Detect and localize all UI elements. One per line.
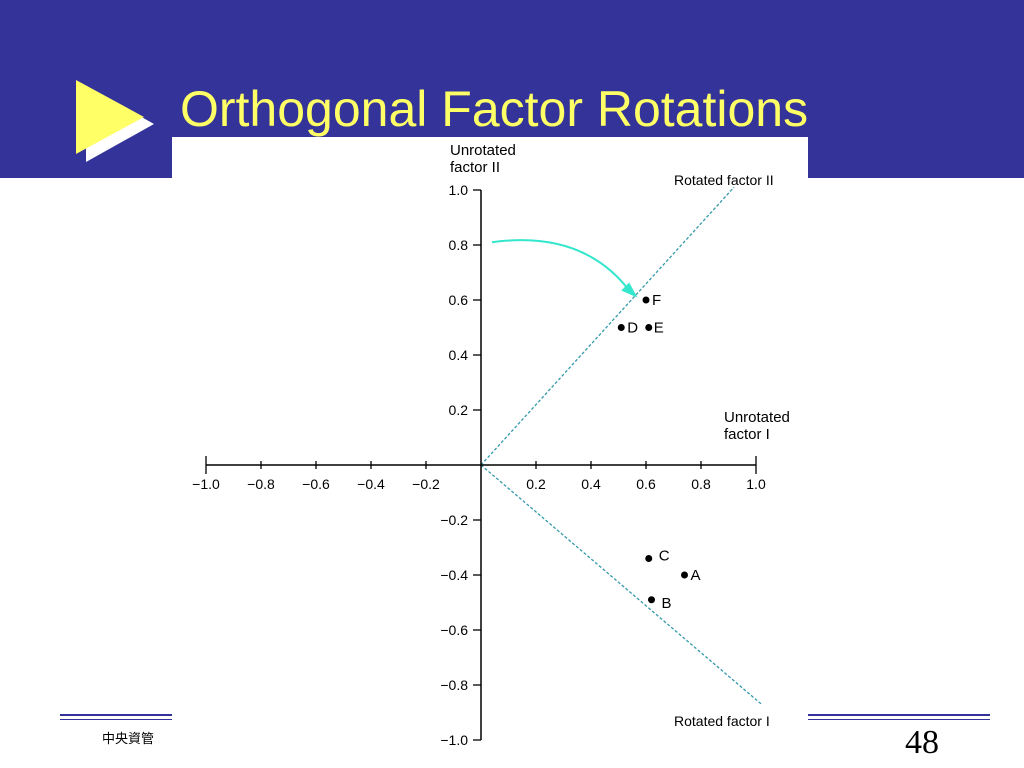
y-tick-label: −0.4	[440, 567, 468, 583]
x-tick-label: −1.0	[192, 476, 220, 492]
x-tick-label: −0.2	[412, 476, 440, 492]
x-tick-label: 1.0	[746, 476, 766, 492]
point-label: A	[691, 567, 701, 584]
y-tick-label: −0.8	[440, 677, 468, 693]
y-tick-label: 0.4	[449, 347, 469, 363]
rotated-axis-line-1	[480, 186, 735, 466]
x-axis-label: Unrotated	[724, 409, 790, 426]
data-point-b	[648, 596, 655, 604]
data-point-d	[617, 324, 625, 331]
y-tick-label: −0.2	[440, 512, 468, 528]
rotation-arrow-curve	[491, 239, 634, 296]
x-tick-label: −0.8	[247, 476, 275, 492]
point-label: B	[662, 595, 672, 612]
y-tick-label: 1.0	[449, 182, 469, 198]
rotated-axis-label: Rotated factor II	[674, 172, 774, 188]
x-tick-label: 0.2	[526, 476, 546, 492]
rotated-axis-label: Rotated factor I	[674, 713, 770, 729]
data-point-a	[681, 571, 688, 579]
point-label: E	[654, 320, 664, 337]
data-point-c	[645, 555, 653, 562]
y-tick-label: 0.8	[449, 237, 469, 253]
x-tick-label: −0.6	[302, 476, 330, 492]
x-tick-label: 0.6	[636, 476, 656, 492]
data-point-e	[645, 324, 653, 331]
rotated-axis-line-2	[480, 464, 762, 705]
y-tick-label: 0.6	[449, 292, 469, 308]
page-number: 48	[905, 724, 939, 761]
y-tick-label: −1.0	[440, 732, 468, 748]
x-tick-label: 0.4	[581, 476, 601, 492]
data-point-f	[642, 296, 650, 304]
point-label: D	[627, 320, 638, 337]
x-axis-label: factor I	[724, 426, 770, 443]
y-axis-label: factor II	[450, 159, 500, 176]
footer-rule-right	[808, 714, 990, 716]
y-tick-label: 0.2	[449, 402, 469, 418]
footer-rule-left-thin	[60, 719, 172, 720]
point-label: F	[652, 292, 661, 309]
chart-panel: Rotated factor II Rotated factor I −1.0 −0.…	[172, 137, 808, 768]
footer-rule-left	[60, 714, 172, 716]
arrow-face	[76, 80, 144, 154]
x-tick-label: 0.8	[691, 476, 711, 492]
y-axis-label: Unrotated	[450, 142, 516, 159]
play-triangle-icon	[76, 80, 154, 162]
footer-rule-right-thin	[808, 719, 990, 720]
x-tick-label: −0.4	[357, 476, 385, 492]
footer-text: 中央資管	[102, 732, 155, 747]
factor-rotation-chart: Rotated factor II Rotated factor I −1.0 −0.…	[192, 142, 790, 748]
point-label: C	[659, 548, 670, 565]
y-tick-label: −0.6	[440, 622, 468, 638]
slide-title: Orthogonal Factor Rotations	[180, 81, 809, 137]
rotation-arrow-head	[621, 282, 638, 298]
